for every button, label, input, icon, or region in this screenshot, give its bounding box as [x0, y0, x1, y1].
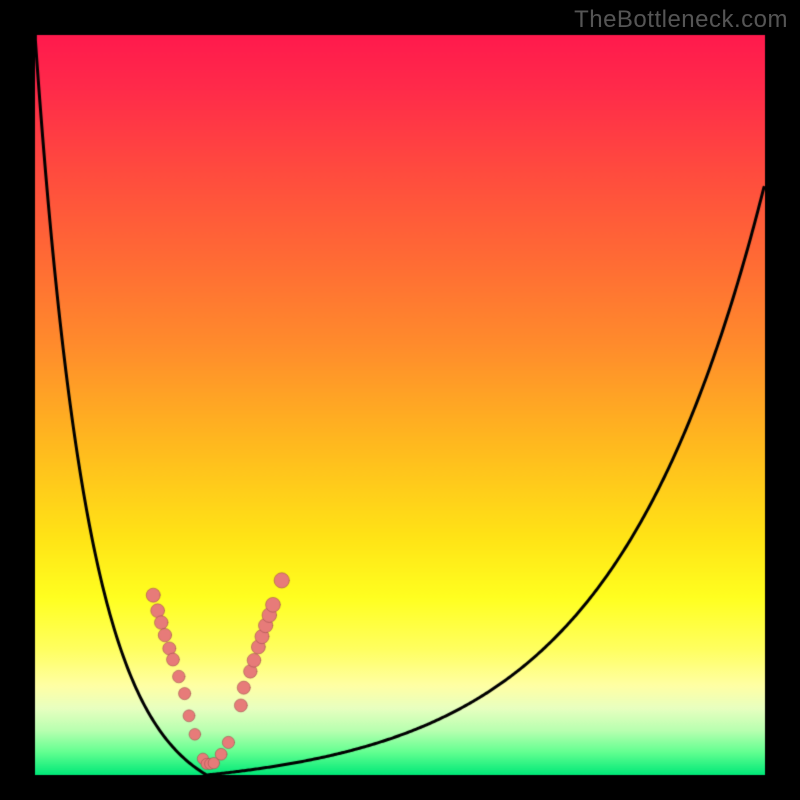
watermark-label: TheBottleneck.com [574, 6, 788, 34]
chart-canvas [0, 0, 800, 800]
chart-stage: TheBottleneck.com [0, 0, 800, 800]
